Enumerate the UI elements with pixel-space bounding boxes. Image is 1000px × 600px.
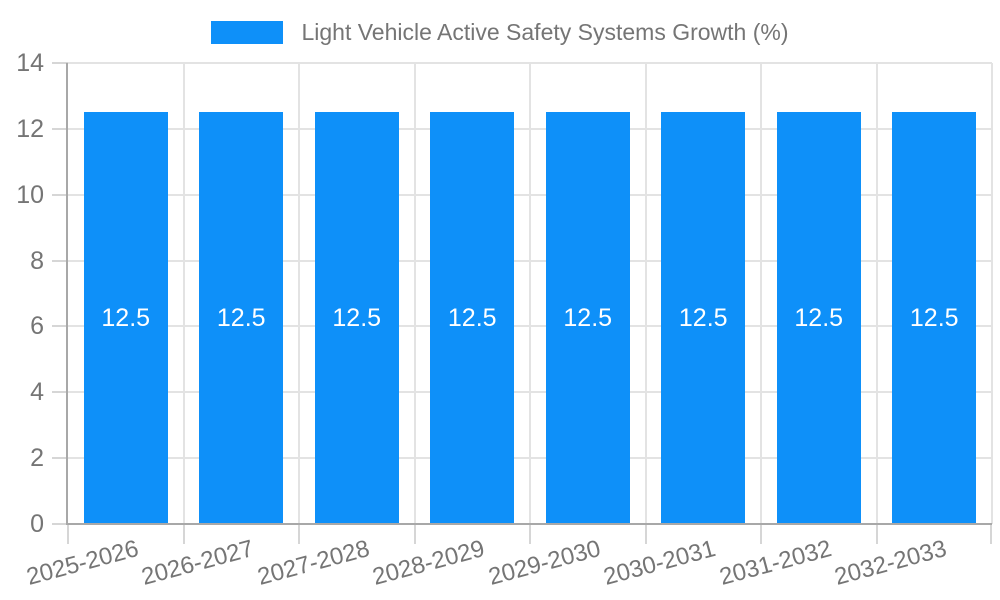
y-tick-mark xyxy=(52,193,68,196)
bar[interactable]: 12.5 xyxy=(892,112,977,524)
bar-value-label: 12.5 xyxy=(909,303,959,332)
bar[interactable]: 12.5 xyxy=(314,112,399,524)
y-axis-tick-label: 8 xyxy=(30,246,44,275)
x-gridline xyxy=(644,63,647,524)
y-tick-mark xyxy=(52,325,68,328)
x-tick-mark xyxy=(529,524,531,544)
bar-value-label: 12.5 xyxy=(216,303,266,332)
x-gridline xyxy=(991,63,993,524)
y-axis-tick-label: 6 xyxy=(30,312,44,341)
x-axis-category-label: 2028-2029 xyxy=(370,535,488,591)
x-tick-mark xyxy=(298,524,300,544)
y-axis-tick-label: 4 xyxy=(30,378,44,407)
y-tick-mark xyxy=(52,457,68,460)
bar-value-label: 12.5 xyxy=(332,303,382,332)
x-gridline xyxy=(529,63,531,524)
y-tick-mark xyxy=(52,62,68,64)
x-gridline xyxy=(760,63,762,524)
legend-swatch[interactable] xyxy=(211,20,284,44)
legend-label[interactable]: Light Vehicle Active Safety Systems Grow… xyxy=(301,18,789,45)
bar-value-label: 12.5 xyxy=(101,303,151,332)
y-tick-mark xyxy=(52,259,68,262)
x-tick-mark xyxy=(875,524,878,544)
x-axis-category-label: 2026-2027 xyxy=(139,535,257,591)
x-tick-mark xyxy=(67,524,69,544)
x-tick-mark xyxy=(182,524,185,544)
x-axis-category-label: 2029-2030 xyxy=(485,535,604,591)
bar[interactable]: 12.5 xyxy=(430,112,515,524)
bar[interactable]: 12.5 xyxy=(776,112,861,524)
y-tick-mark xyxy=(52,391,68,394)
x-axis-category-label: 2032-2033 xyxy=(832,535,950,591)
y-axis-tick-label: 12 xyxy=(16,114,44,143)
bar-value-label: 12.5 xyxy=(447,303,497,332)
x-axis-category-label: 2031-2032 xyxy=(716,535,835,591)
x-tick-mark xyxy=(760,524,762,544)
bar-value-label: 12.5 xyxy=(678,303,728,332)
x-tick-mark xyxy=(990,524,992,544)
x-gridline xyxy=(182,63,185,524)
y-axis-tick-label: 0 xyxy=(30,510,44,538)
x-axis-category-label: 2025-2026 xyxy=(23,535,142,591)
y-axis-tick-label: 2 xyxy=(30,444,44,473)
x-axis-line xyxy=(66,523,992,525)
bar[interactable]: 12.5 xyxy=(199,112,284,524)
x-gridline xyxy=(875,63,878,524)
y-tick-mark xyxy=(52,523,68,525)
plot-area: 0 2 4 6 8 10 12 14 12.5 12.5 12.5 12.5 12.5 12.5 12.5 1… xyxy=(16,49,993,591)
x-gridline xyxy=(298,63,300,524)
x-tick-mark xyxy=(413,524,416,544)
x-gridline xyxy=(413,63,416,524)
y-tick-mark xyxy=(52,127,68,130)
y-axis-tick-label: 14 xyxy=(16,49,44,77)
bar[interactable]: 12.5 xyxy=(545,112,630,524)
x-axis-category-label: 2030-2031 xyxy=(601,535,719,591)
legend: Light Vehicle Active Safety Systems Grow… xyxy=(0,16,1000,48)
x-tick-mark xyxy=(644,524,647,544)
x-axis-category-label: 2027-2028 xyxy=(254,535,373,591)
bar[interactable]: 12.5 xyxy=(661,112,746,524)
bar-value-label: 12.5 xyxy=(563,303,613,332)
y-axis-tick-label: 10 xyxy=(16,180,44,209)
y-axis-line xyxy=(66,63,68,525)
bar[interactable]: 12.5 xyxy=(83,112,168,524)
bar-value-label: 12.5 xyxy=(794,303,844,332)
